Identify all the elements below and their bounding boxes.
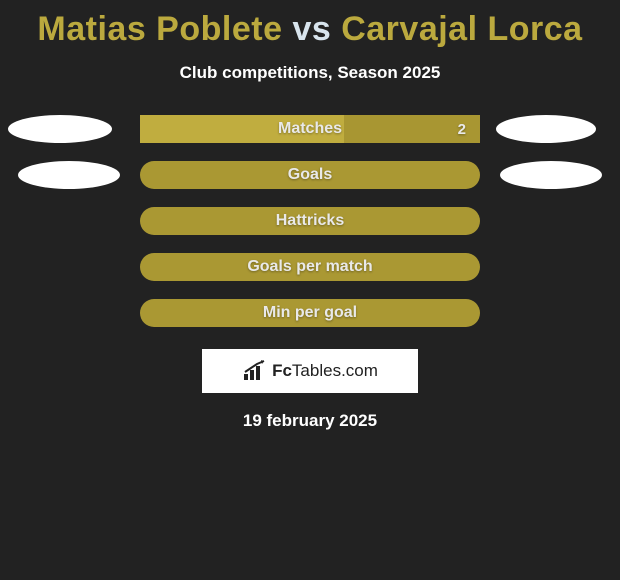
stat-row-matches: Matches 2 — [0, 115, 620, 143]
stat-bar: Min per goal — [140, 299, 480, 327]
chart-icon — [242, 360, 268, 382]
player2-name: Carvajal Lorca — [341, 10, 582, 48]
stat-label: Goals — [288, 166, 332, 184]
stat-bar: Hattricks — [140, 207, 480, 235]
left-value-ellipse — [8, 115, 112, 143]
brand-logo: FcTables.com — [202, 349, 418, 393]
left-value-ellipse — [18, 161, 120, 189]
brand-bold: Fc — [272, 361, 292, 380]
stat-row-goals-per-match: Goals per match — [0, 253, 620, 281]
right-value-ellipse — [496, 115, 596, 143]
brand-rest: Tables.com — [292, 361, 378, 380]
page-title: Matias Poblete vs Carvajal Lorca — [37, 10, 582, 49]
stat-label: Goals per match — [247, 258, 372, 276]
vs-text: vs — [292, 10, 331, 48]
stat-bar: Goals per match — [140, 253, 480, 281]
stat-value-right: 2 — [458, 121, 466, 138]
right-value-ellipse — [500, 161, 602, 189]
stat-rows: Matches 2 Goals Hattricks Goals per matc… — [0, 115, 620, 327]
stat-label: Min per goal — [263, 304, 357, 322]
stat-bar: Goals — [140, 161, 480, 189]
stat-row-hattricks: Hattricks — [0, 207, 620, 235]
infographic-container: Matias Poblete vs Carvajal Lorca Club co… — [0, 0, 620, 431]
player1-name: Matias Poblete — [37, 10, 282, 48]
stat-label: Matches — [278, 120, 342, 138]
stat-label: Hattricks — [276, 212, 344, 230]
brand-text: FcTables.com — [272, 361, 378, 381]
date-text: 19 february 2025 — [243, 411, 377, 431]
stat-row-goals: Goals — [0, 161, 620, 189]
stat-bar: Matches 2 — [140, 115, 480, 143]
stat-row-min-per-goal: Min per goal — [0, 299, 620, 327]
subtitle: Club competitions, Season 2025 — [180, 63, 441, 83]
